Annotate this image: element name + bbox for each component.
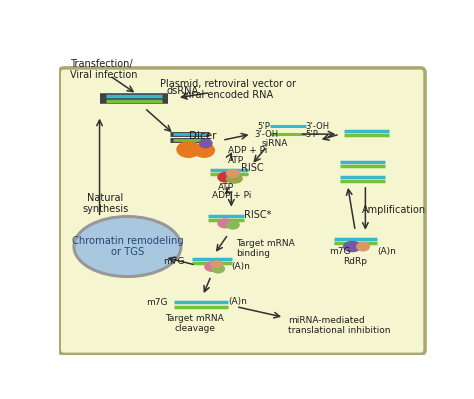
Ellipse shape [204, 261, 219, 272]
Text: Transfection/
Viral infection: Transfection/ Viral infection [70, 59, 137, 80]
Text: (A)n: (A)n [228, 298, 247, 306]
Text: 3’-OH: 3’-OH [306, 122, 330, 131]
Text: m7G: m7G [329, 247, 350, 255]
Text: dsRNA: dsRNA [166, 86, 198, 96]
Text: ADP + Pi: ADP + Pi [228, 146, 268, 156]
Text: 5’P: 5’P [258, 122, 271, 131]
Ellipse shape [226, 169, 240, 178]
Text: siRNA: siRNA [262, 139, 288, 148]
Ellipse shape [218, 218, 233, 229]
Text: RdRp: RdRp [343, 257, 367, 266]
Text: Plasmid, retroviral vector or
viral encoded RNA: Plasmid, retroviral vector or viral enco… [160, 79, 296, 100]
Text: Chromatin remodeling
or TGS: Chromatin remodeling or TGS [72, 236, 183, 257]
Ellipse shape [226, 220, 240, 229]
Text: (A)n: (A)n [231, 262, 250, 271]
Ellipse shape [343, 241, 362, 252]
Ellipse shape [176, 141, 201, 158]
Text: RISC: RISC [241, 163, 264, 174]
Ellipse shape [226, 174, 243, 184]
Text: Natural
synthesis: Natural synthesis [82, 193, 129, 214]
Ellipse shape [210, 260, 223, 269]
Ellipse shape [74, 217, 181, 277]
FancyBboxPatch shape [59, 68, 425, 354]
Text: ATP: ATP [218, 183, 234, 192]
Ellipse shape [199, 138, 213, 148]
Text: m7G: m7G [164, 257, 185, 267]
Text: (A)n: (A)n [377, 247, 396, 255]
Ellipse shape [211, 264, 225, 273]
Text: Dicer: Dicer [189, 131, 216, 141]
Text: ADP + Pi: ADP + Pi [212, 191, 251, 200]
Text: Target mRNA
binding: Target mRNA binding [236, 239, 295, 258]
Text: Target mRNA
cleavage: Target mRNA cleavage [165, 314, 224, 333]
Ellipse shape [218, 172, 233, 183]
Text: Amplification: Amplification [362, 205, 426, 215]
Ellipse shape [356, 241, 370, 251]
Ellipse shape [193, 142, 215, 158]
Text: ATP: ATP [228, 156, 244, 165]
Text: m7G: m7G [146, 298, 168, 307]
Text: 5’P: 5’P [306, 130, 319, 138]
Text: miRNA-mediated
translational inhibition: miRNA-mediated translational inhibition [288, 316, 391, 335]
Text: 3’-OH: 3’-OH [255, 130, 279, 138]
Text: RISC*: RISC* [244, 209, 271, 219]
